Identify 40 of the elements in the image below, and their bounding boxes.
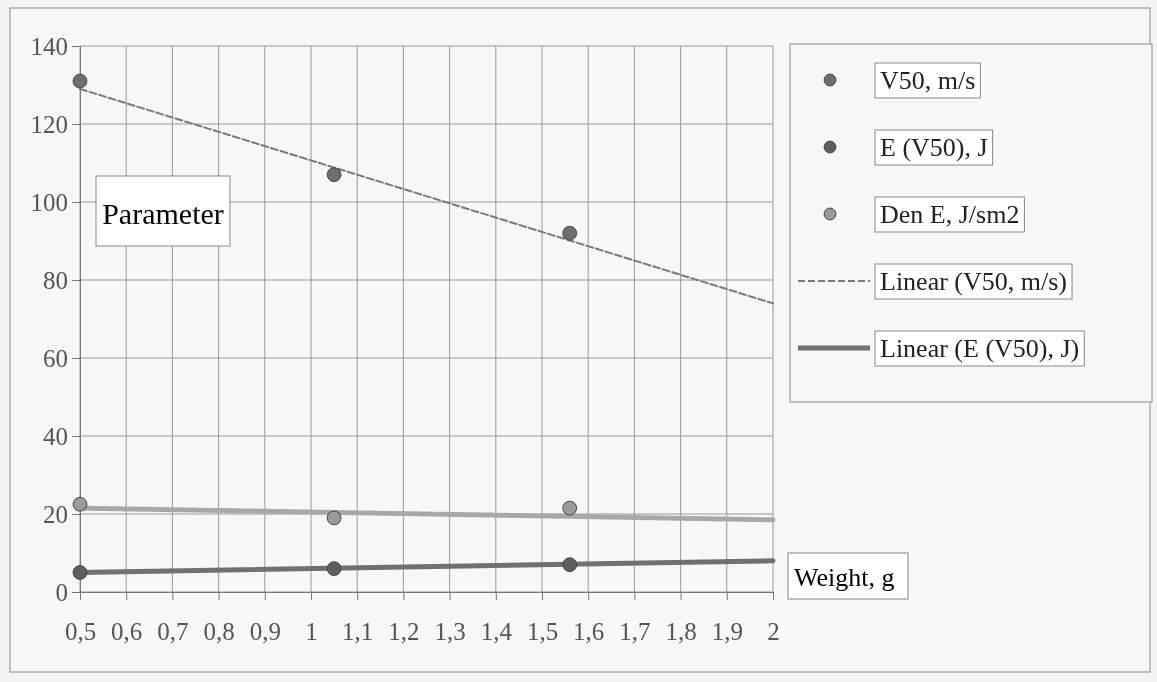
- y-tick-label: 100: [30, 188, 68, 216]
- x-tick-label: 1: [305, 617, 318, 645]
- x-tick-label: 0,8: [203, 617, 235, 645]
- x-tick-label: 1,7: [619, 617, 651, 645]
- x-tick-label: 1,4: [480, 617, 513, 645]
- point: [72, 73, 88, 89]
- x-tick-label: 1,9: [711, 617, 743, 645]
- y-tick-label: 0: [55, 578, 68, 606]
- x-tick-label: 1,8: [665, 617, 697, 645]
- point: [326, 167, 342, 183]
- y-axis-title: Parameter: [102, 197, 224, 230]
- x-tick-label: 1,6: [573, 617, 605, 645]
- legend-label: Den E, J/sm2: [880, 200, 1020, 229]
- point: [326, 510, 342, 526]
- x-tick-label: 0,9: [249, 617, 281, 645]
- point: [72, 565, 88, 580]
- y-tick-label: 140: [30, 32, 68, 60]
- point: [562, 500, 578, 516]
- x-tick-label: 0,6: [111, 617, 143, 645]
- x-axis-title: Weight, g: [794, 563, 895, 592]
- x-tick-label: 1,2: [388, 617, 420, 645]
- legend-label: Linear (E (V50), J): [880, 334, 1080, 363]
- point: [562, 557, 578, 573]
- x-tick-label: 1,5: [526, 617, 559, 645]
- legend-label: Linear (V50, m/s): [880, 267, 1068, 296]
- y-tick-label: 80: [43, 266, 68, 294]
- y-tick-label: 60: [43, 344, 68, 372]
- x-tick-label: 0,5: [64, 617, 97, 645]
- y-tick-label: 40: [43, 422, 68, 450]
- point: [562, 225, 578, 241]
- y-tick-label: 20: [43, 500, 68, 528]
- y-tick-label: 120: [30, 110, 68, 138]
- x-tick-label: 1,3: [434, 617, 466, 645]
- legend-label: E (V50), J: [880, 133, 988, 162]
- point: [72, 496, 88, 512]
- point: [326, 561, 342, 576]
- x-tick-label: 0,7: [157, 617, 189, 645]
- x-tick-label: 2: [767, 617, 780, 645]
- legend-label: V50, m/s: [880, 66, 976, 95]
- x-tick-label: 1,1: [342, 617, 374, 645]
